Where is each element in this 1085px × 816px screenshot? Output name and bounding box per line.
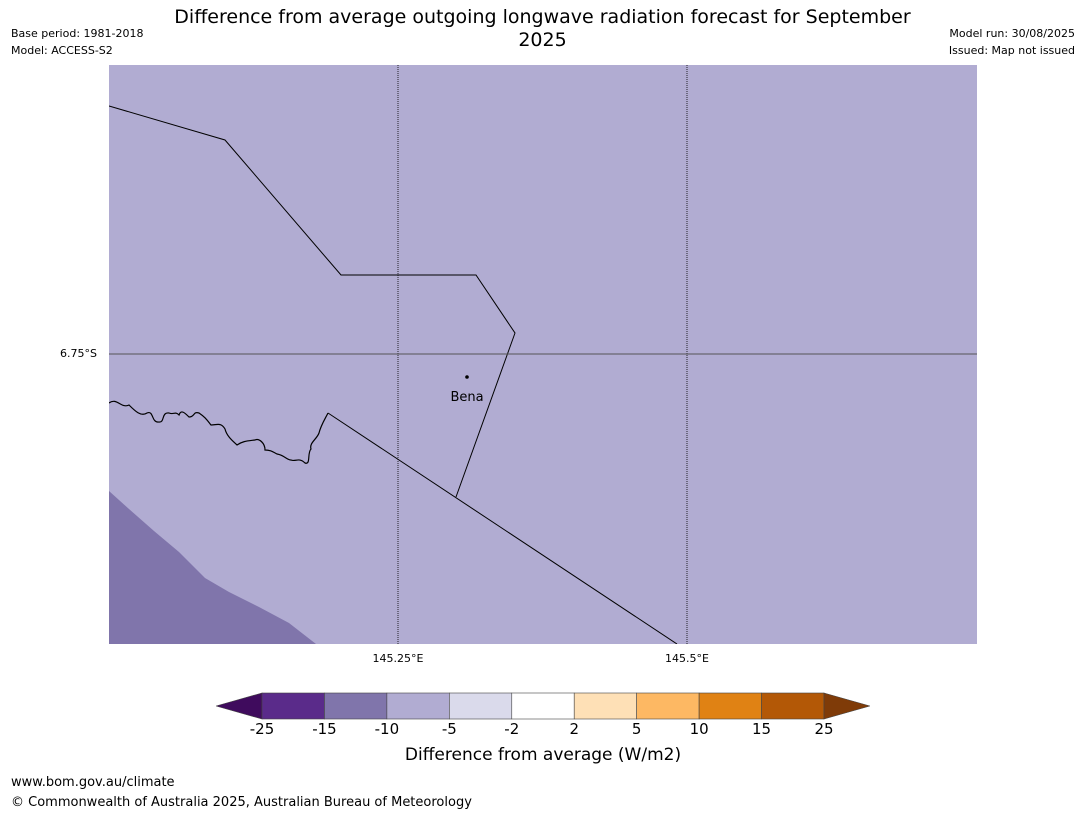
- colorbar-tick-label: 15: [752, 720, 772, 738]
- lon-label-145-25: 145.25°E: [372, 652, 424, 665]
- colorbar-tick-label: -2: [504, 720, 520, 738]
- colorbar-title: Difference from average (W/m2): [404, 745, 682, 765]
- colorbar-tick-label: 2: [569, 720, 579, 738]
- colorbar-bin: [823, 692, 870, 720]
- colorbar-bin: [511, 692, 575, 720]
- footer-copyright: © Commonwealth of Australia 2025, Austra…: [11, 795, 472, 810]
- colorbar-bin: [216, 692, 263, 720]
- coastline: [109, 400, 329, 464]
- lat-label: 6.75°S: [60, 347, 97, 360]
- boundary-north: [109, 105, 516, 498]
- model-text: Model: ACCESS-S2: [11, 44, 113, 57]
- forecast-map: Bena: [109, 65, 977, 644]
- colorbar-tick-label: -25: [249, 720, 275, 738]
- colorbar-tick-label: 5: [631, 720, 642, 738]
- colorbar-tick-label: -10: [374, 720, 400, 738]
- colorbar-tick-label: 25: [814, 720, 834, 738]
- issued-text: Issued: Map not issued: [948, 44, 1075, 57]
- colorbar-bin: [761, 692, 825, 720]
- colorbar-tick-label: 10: [689, 720, 709, 738]
- colorbar-tick-label: -5: [441, 720, 457, 738]
- province-boundaries: [109, 105, 678, 644]
- colorbar-bin: [698, 692, 762, 720]
- bena-label: Bena: [450, 390, 483, 405]
- colorbar-bin: [261, 692, 325, 720]
- map-title: Difference from average outgoing longwav…: [174, 6, 911, 51]
- colorbar-bin: [386, 692, 450, 720]
- boundary-south: [327, 412, 678, 644]
- lon-label-145-5: 145.5°E: [665, 652, 709, 665]
- colorbar-bin: [573, 692, 637, 720]
- bena-marker: [465, 375, 469, 379]
- colorbar: [216, 692, 870, 720]
- base-period-text: Base period: 1981-2018: [11, 27, 144, 40]
- colorbar-bin: [324, 692, 388, 720]
- colorbar-bin: [449, 692, 513, 720]
- colorbar-tick-label: -15: [312, 720, 337, 738]
- colorbar-bin: [636, 692, 700, 720]
- footer-url: www.bom.gov.au/climate: [11, 775, 175, 790]
- model-run-text: Model run: 30/08/2025: [949, 27, 1075, 40]
- stronger-anomaly-region: [109, 491, 316, 644]
